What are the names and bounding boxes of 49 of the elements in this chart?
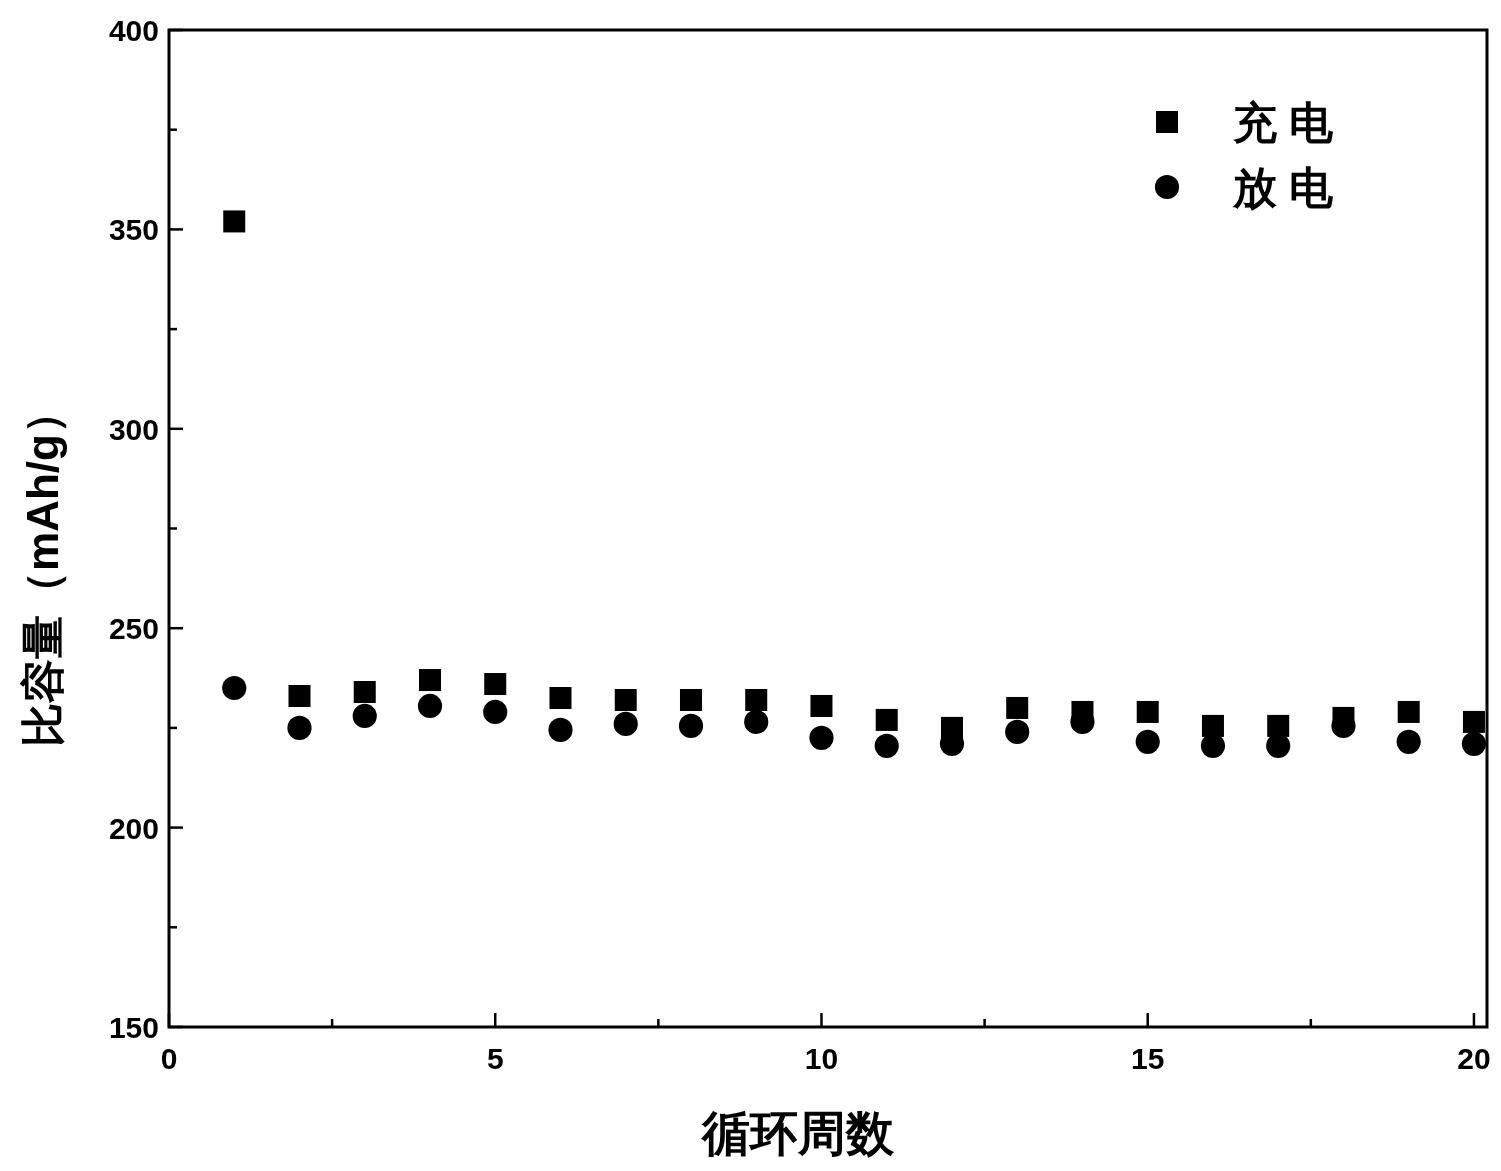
point <box>1135 729 1160 754</box>
x-tick-label: 5 <box>486 1042 504 1075</box>
point <box>1200 733 1226 758</box>
point <box>549 686 572 709</box>
point <box>418 669 441 692</box>
point <box>417 693 443 719</box>
x-tick-label: 0 <box>160 1042 178 1075</box>
point <box>353 681 376 704</box>
point <box>1006 696 1029 719</box>
legend-label: 放 电 <box>1232 163 1335 212</box>
y-axis-title: 比容量（mAh/g） <box>18 390 67 747</box>
y-tick-label: 250 <box>108 612 159 646</box>
point <box>287 715 312 740</box>
point <box>223 210 246 233</box>
point <box>483 699 508 725</box>
y-tick-label: 300 <box>108 412 159 446</box>
point <box>614 688 637 711</box>
point <box>1266 733 1291 758</box>
x-tick-label: 15 <box>1131 1042 1165 1075</box>
point <box>1461 731 1487 756</box>
y-tick-label: 400 <box>108 14 159 47</box>
point <box>745 688 768 711</box>
point <box>679 688 702 711</box>
point <box>810 694 833 717</box>
point <box>1397 700 1420 723</box>
point <box>1267 714 1290 737</box>
point <box>744 709 769 735</box>
point <box>875 708 898 731</box>
point <box>222 675 247 701</box>
y-tick-label: 200 <box>108 811 159 845</box>
point <box>484 673 507 696</box>
point <box>548 717 573 742</box>
point <box>1136 700 1159 723</box>
point <box>1396 729 1421 754</box>
x-axis-title: 循环周数 <box>700 1107 895 1160</box>
point <box>809 725 834 750</box>
x-tick-label: 20 <box>1457 1042 1491 1075</box>
y-tick-label: 150 <box>108 1011 159 1044</box>
point <box>874 733 899 758</box>
point <box>1462 710 1485 733</box>
x-tick-label: 10 <box>804 1042 839 1075</box>
point <box>288 685 311 707</box>
point <box>352 703 377 729</box>
point <box>613 711 638 737</box>
legend-label: 充 电 <box>1232 98 1335 147</box>
point <box>1201 714 1224 737</box>
y-tick-label: 350 <box>108 213 159 247</box>
point <box>678 713 704 739</box>
point <box>1005 719 1030 744</box>
